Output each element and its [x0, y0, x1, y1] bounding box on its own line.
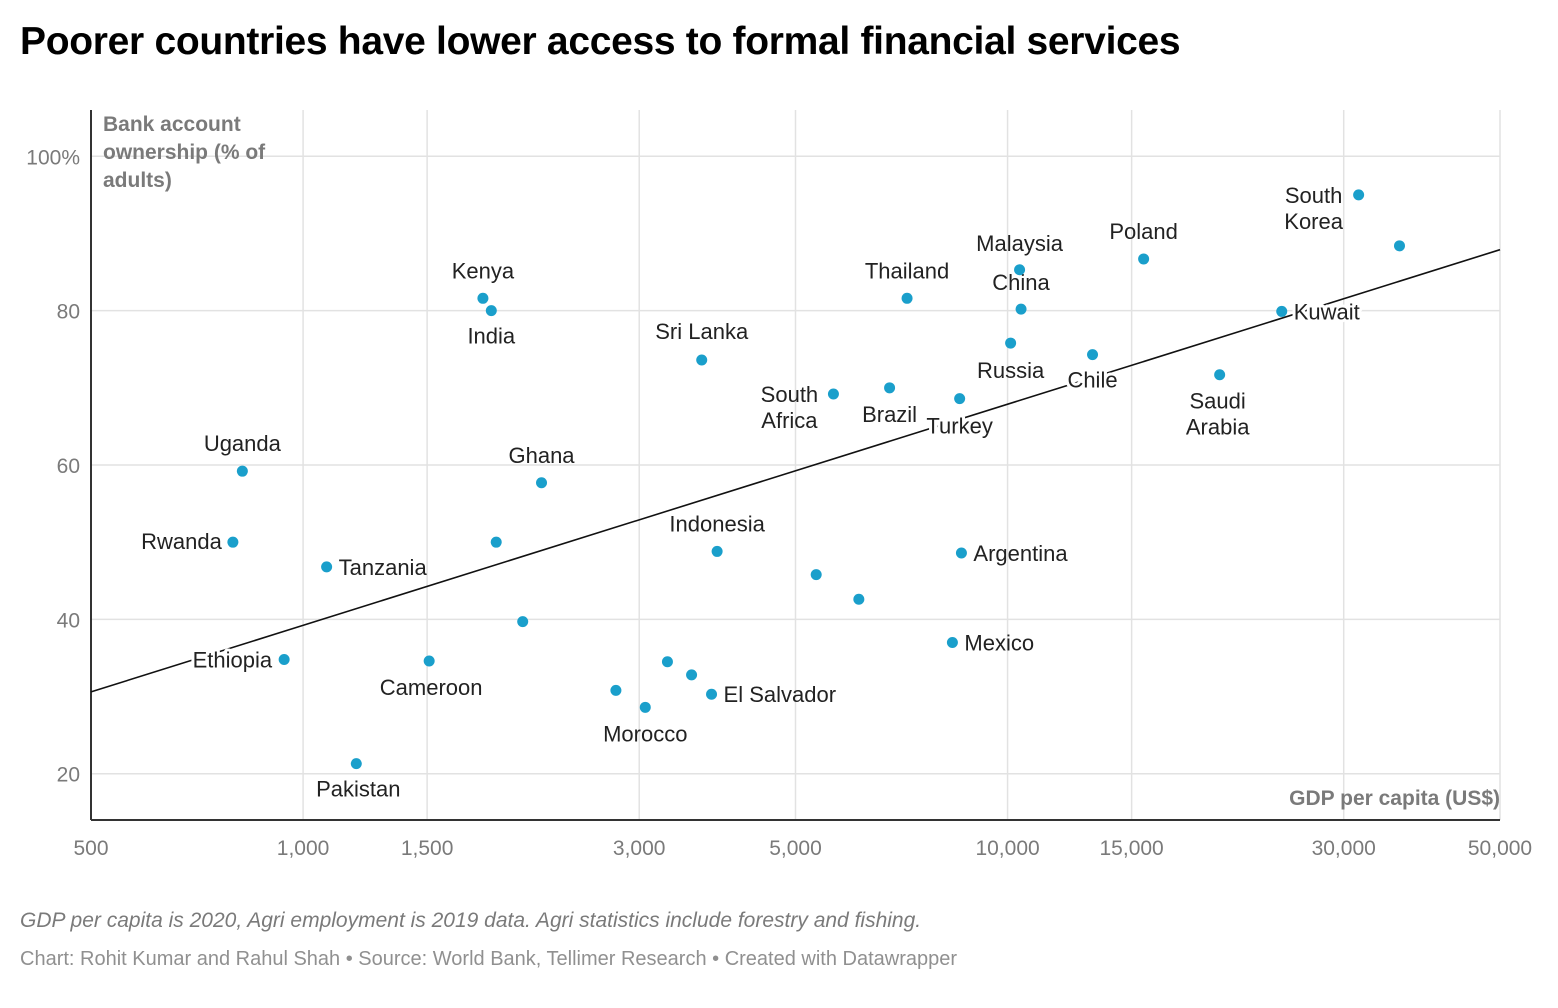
- y-tick-label: 100%: [26, 146, 80, 169]
- axes: 20 40 60 80 100% 500 1,000 1,500 3,000 5,000 10,00…: [26, 110, 1532, 860]
- data-point: [1138, 253, 1150, 265]
- point-label: Brazil: [862, 402, 917, 427]
- point-label: India: [467, 324, 515, 349]
- point-label: Saudi Arabia: [1186, 389, 1250, 440]
- point-label: El Salvador: [724, 682, 837, 707]
- y-axis-label-line: Bank account: [103, 113, 241, 136]
- data-point: [610, 684, 622, 696]
- point-label: Russia: [977, 358, 1045, 383]
- data-point: [946, 637, 958, 648]
- data-point: [236, 465, 248, 477]
- data-point: [423, 655, 435, 667]
- data-point: [827, 388, 839, 400]
- x-tick-label: 3,000: [613, 837, 666, 860]
- x-tick-label: 15,000: [1100, 837, 1164, 860]
- point-label: Uganda: [204, 431, 282, 456]
- point-label: Thailand: [865, 258, 949, 283]
- y-axis-label-line: ownership (% of: [103, 141, 266, 164]
- point-label: Argentina: [973, 541, 1068, 566]
- point-label: Sri Lanka: [655, 319, 749, 344]
- data-point: [853, 593, 865, 605]
- point-label: Chile: [1067, 368, 1117, 393]
- data-point: [1014, 264, 1026, 276]
- x-tick-label: 1,500: [401, 837, 454, 860]
- point-label: Pakistan: [316, 777, 400, 802]
- point-label: Poland: [1109, 219, 1178, 244]
- data-point: [477, 292, 489, 304]
- y-tick-label: 80: [57, 301, 80, 324]
- point-labels: Kenya India Uganda Rwanda Tanzania Ethiopia Pa…: [141, 183, 1363, 802]
- point-label: Indonesia: [669, 511, 765, 536]
- y-tick-label: 40: [57, 609, 80, 632]
- point-label: Kenya: [452, 258, 515, 283]
- point-label: Kuwait: [1294, 299, 1360, 324]
- data-point: [954, 393, 966, 405]
- data-point: [955, 547, 967, 559]
- point-label: South Africa: [761, 382, 819, 433]
- gridlines: [91, 110, 1501, 820]
- point-label: Malaysia: [976, 231, 1064, 256]
- data-point: [901, 292, 913, 304]
- x-tick-label: 50,000: [1468, 837, 1532, 860]
- data-point: [1015, 303, 1027, 315]
- x-tick-label: 5,000: [769, 837, 822, 860]
- point-label: Cameroon: [380, 675, 483, 700]
- point-label: Ghana: [508, 443, 575, 468]
- data-point: [1005, 337, 1017, 349]
- source-credit: Chart: Rohit Kumar and Rahul Shah • Sour…: [20, 948, 958, 970]
- data-points: [227, 189, 1405, 770]
- data-point: [485, 305, 497, 317]
- x-tick-label: 500: [73, 837, 108, 860]
- data-point: [639, 701, 651, 713]
- data-point: [490, 536, 502, 548]
- chart-title: Poorer countries have lower access to fo…: [20, 20, 1181, 63]
- data-point: [1214, 369, 1226, 381]
- data-point: [686, 669, 698, 681]
- data-point: [696, 354, 708, 366]
- x-axis-label: GDP per capita (US$): [1289, 787, 1500, 810]
- trendline-layer: [90, 248, 1501, 693]
- data-point: [278, 653, 290, 665]
- point-label: Mexico: [964, 631, 1034, 656]
- data-point: [227, 536, 239, 548]
- point-label: Tanzania: [339, 555, 428, 580]
- y-tick-label: 60: [57, 455, 80, 478]
- data-point: [1276, 305, 1288, 317]
- data-point: [517, 616, 529, 628]
- data-point: [706, 688, 718, 700]
- trend-line: [90, 248, 1501, 693]
- point-label: Turkey: [926, 414, 992, 439]
- data-point: [711, 545, 723, 557]
- point-label: Ethiopia: [193, 647, 273, 672]
- point-label: Morocco: [603, 721, 687, 746]
- data-point: [536, 477, 548, 489]
- y-tick-label: 20: [57, 764, 80, 787]
- point-label: South Korea: [1284, 183, 1343, 234]
- y-axis-label: Bank account ownership (% of adults): [103, 113, 271, 192]
- data-point: [810, 569, 822, 581]
- data-point: [884, 382, 896, 394]
- data-point: [661, 656, 673, 668]
- data-point: [321, 561, 333, 573]
- data-point: [1087, 349, 1099, 361]
- data-point: [1353, 189, 1365, 201]
- x-tick-label: 30,000: [1312, 837, 1376, 860]
- footnote: GDP per capita is 2020, Agri employment …: [20, 909, 922, 932]
- data-point: [350, 758, 362, 770]
- data-point: [1393, 240, 1405, 252]
- x-tick-label: 10,000: [975, 837, 1039, 860]
- x-tick-label: 1,000: [277, 837, 330, 860]
- point-label: Rwanda: [141, 529, 222, 554]
- y-axis-label-line: adults): [103, 169, 172, 192]
